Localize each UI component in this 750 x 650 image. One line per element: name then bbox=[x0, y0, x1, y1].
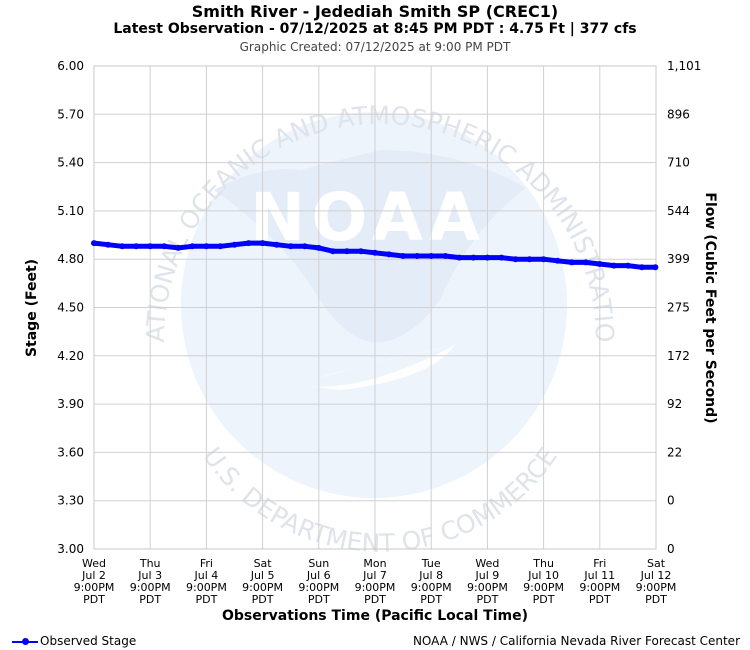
flow-tick-label: 544 bbox=[667, 204, 690, 218]
flow-tick-label: 0 bbox=[667, 494, 675, 508]
stage-tick-label: 6.00 bbox=[57, 59, 84, 73]
observed-stage-point bbox=[287, 243, 294, 250]
observed-stage-point bbox=[133, 243, 140, 250]
flow-tick-label: 710 bbox=[667, 156, 690, 170]
stage-tick-label: 5.70 bbox=[57, 107, 84, 121]
flow-tick-label: 22 bbox=[667, 445, 682, 459]
plot-area-frame bbox=[93, 65, 657, 550]
observed-stage-point bbox=[357, 248, 364, 255]
observed-stage-point bbox=[189, 243, 196, 250]
observed-stage-point bbox=[273, 241, 280, 248]
observed-stage-series bbox=[91, 240, 659, 271]
observed-stage-point bbox=[540, 256, 547, 263]
stage-tick-label: 5.10 bbox=[57, 204, 84, 218]
time-axis-label: Observations Time (Pacific Local Time) bbox=[222, 608, 528, 624]
observed-stage-point bbox=[512, 256, 519, 263]
chart-title: Smith River - Jedediah Smith SP (CREC1) bbox=[191, 2, 559, 21]
observed-stage-point bbox=[231, 241, 238, 248]
observed-stage-point bbox=[652, 264, 659, 271]
graphic-created: Graphic Created: 07/12/2025 at 9:00 PM P… bbox=[239, 40, 511, 54]
stage-tick-label: 3.90 bbox=[57, 397, 84, 411]
time-tick-label: Tue Jul 8 9:00PM PDT bbox=[411, 557, 452, 606]
time-tick-label: Fri Jul 4 9:00PM PDT bbox=[186, 557, 227, 606]
observed-stage-point bbox=[428, 253, 435, 259]
flow-axis-label: Flow (Cubic Feet per Second) bbox=[702, 192, 718, 423]
observed-stage-point bbox=[147, 243, 154, 250]
observed-stage-point bbox=[624, 262, 631, 269]
time-tick-label: Sat Jul 5 9:00PM PDT bbox=[242, 557, 283, 606]
observed-stage-point bbox=[119, 243, 126, 250]
noaa-logo-text: NOAA bbox=[250, 179, 486, 256]
flow-tick-label: 1,101 bbox=[667, 59, 701, 73]
stage-tick-label: 3.60 bbox=[57, 445, 84, 459]
time-tick-label: Wed Jul 9 9:00PM PDT bbox=[467, 557, 508, 606]
flow-tick-label: 275 bbox=[667, 301, 690, 315]
observed-stage-point bbox=[329, 248, 336, 255]
grid-lines bbox=[93, 65, 657, 550]
observed-stage-point bbox=[554, 257, 561, 264]
observed-stage-point bbox=[203, 243, 210, 250]
legend: Observed Stage bbox=[12, 634, 136, 648]
observed-stage-point bbox=[343, 248, 350, 255]
time-tick-label: Thu Jul 10 9:00PM PDT bbox=[523, 557, 564, 606]
stage-tick-label: 4.80 bbox=[57, 252, 84, 266]
observed-stage-point bbox=[456, 254, 463, 261]
observed-stage-point bbox=[442, 253, 449, 259]
latest-observation: Latest Observation - 07/12/2025 at 8:45 … bbox=[113, 21, 637, 37]
flow-tick-label: 92 bbox=[667, 397, 682, 411]
stage-tick-label: 3.00 bbox=[57, 542, 84, 556]
time-tick-label: Wed Jul 2 9:00PM PDT bbox=[74, 557, 115, 606]
observed-stage-point bbox=[596, 261, 603, 267]
observed-stage-point bbox=[217, 243, 224, 250]
observed-stage-point bbox=[315, 244, 322, 251]
observed-stage-point bbox=[400, 253, 407, 259]
time-tick-label: Sat Jul 12 9:00PM PDT bbox=[636, 557, 677, 606]
legend-label: Observed Stage bbox=[40, 634, 137, 648]
flow-tick-label: 399 bbox=[667, 252, 690, 266]
observed-stage-point bbox=[568, 259, 575, 266]
observed-stage-point bbox=[484, 254, 491, 261]
flow-tick-label: 896 bbox=[667, 107, 690, 121]
observed-stage-point bbox=[610, 262, 617, 269]
observed-stage-point bbox=[372, 249, 378, 256]
stage-axis-ticks: 3.00 3.30 3.60 3.90 4.20 4.50 4.80 5.10 5.40 5.70… bbox=[57, 59, 84, 556]
flow-tick-label: 0 bbox=[667, 542, 675, 556]
observed-stage-point bbox=[301, 243, 308, 250]
noaa-watermark: NOAA NATIONAL OCEANIC AND ATMOSPHERIC AD… bbox=[0, 0, 619, 558]
plot-frame bbox=[93, 65, 657, 550]
observed-stage-point bbox=[161, 243, 168, 250]
time-tick-label: Mon Jul 7 9:00PM PDT bbox=[355, 557, 396, 606]
flow-axis-ticks: 0 0 22 92 172 275 399 544 710 896 1,101 bbox=[667, 59, 701, 556]
stage-tick-label: 5.40 bbox=[57, 156, 84, 170]
legend-line-marker bbox=[12, 634, 38, 648]
observed-stage-point bbox=[259, 240, 266, 247]
time-tick-label: Thu Jul 3 9:00PM PDT bbox=[130, 557, 171, 606]
time-tick-label: Fri Jul 11 9:00PM PDT bbox=[579, 557, 620, 606]
observed-stage-point bbox=[638, 264, 645, 271]
flow-tick-label: 172 bbox=[667, 349, 690, 363]
observed-stage-point bbox=[105, 241, 111, 248]
time-tick-label: Sun Jul 6 9:00PM PDT bbox=[298, 557, 339, 606]
observed-stage-point bbox=[91, 240, 97, 247]
observed-stage-point bbox=[498, 254, 505, 261]
stage-tick-label: 3.30 bbox=[57, 494, 84, 508]
observed-stage-point bbox=[526, 256, 533, 263]
time-axis-ticks: Wed Jul 2 9:00PM PDT Thu Jul 3 9:00PM PDT Fri Jul… bbox=[74, 557, 677, 606]
observed-stage-point bbox=[414, 253, 421, 259]
stage-axis-label: Stage (Feet) bbox=[24, 259, 40, 357]
stage-tick-label: 4.50 bbox=[57, 301, 84, 315]
credit-text: NOAA / NWS / California Nevada River For… bbox=[412, 634, 740, 648]
observed-stage-point bbox=[386, 251, 393, 258]
observed-stage-point bbox=[470, 254, 477, 261]
observed-stage-point bbox=[245, 240, 252, 247]
observed-stage-point bbox=[175, 244, 182, 251]
observed-stage-point bbox=[582, 259, 589, 266]
stage-tick-label: 4.20 bbox=[57, 349, 84, 363]
